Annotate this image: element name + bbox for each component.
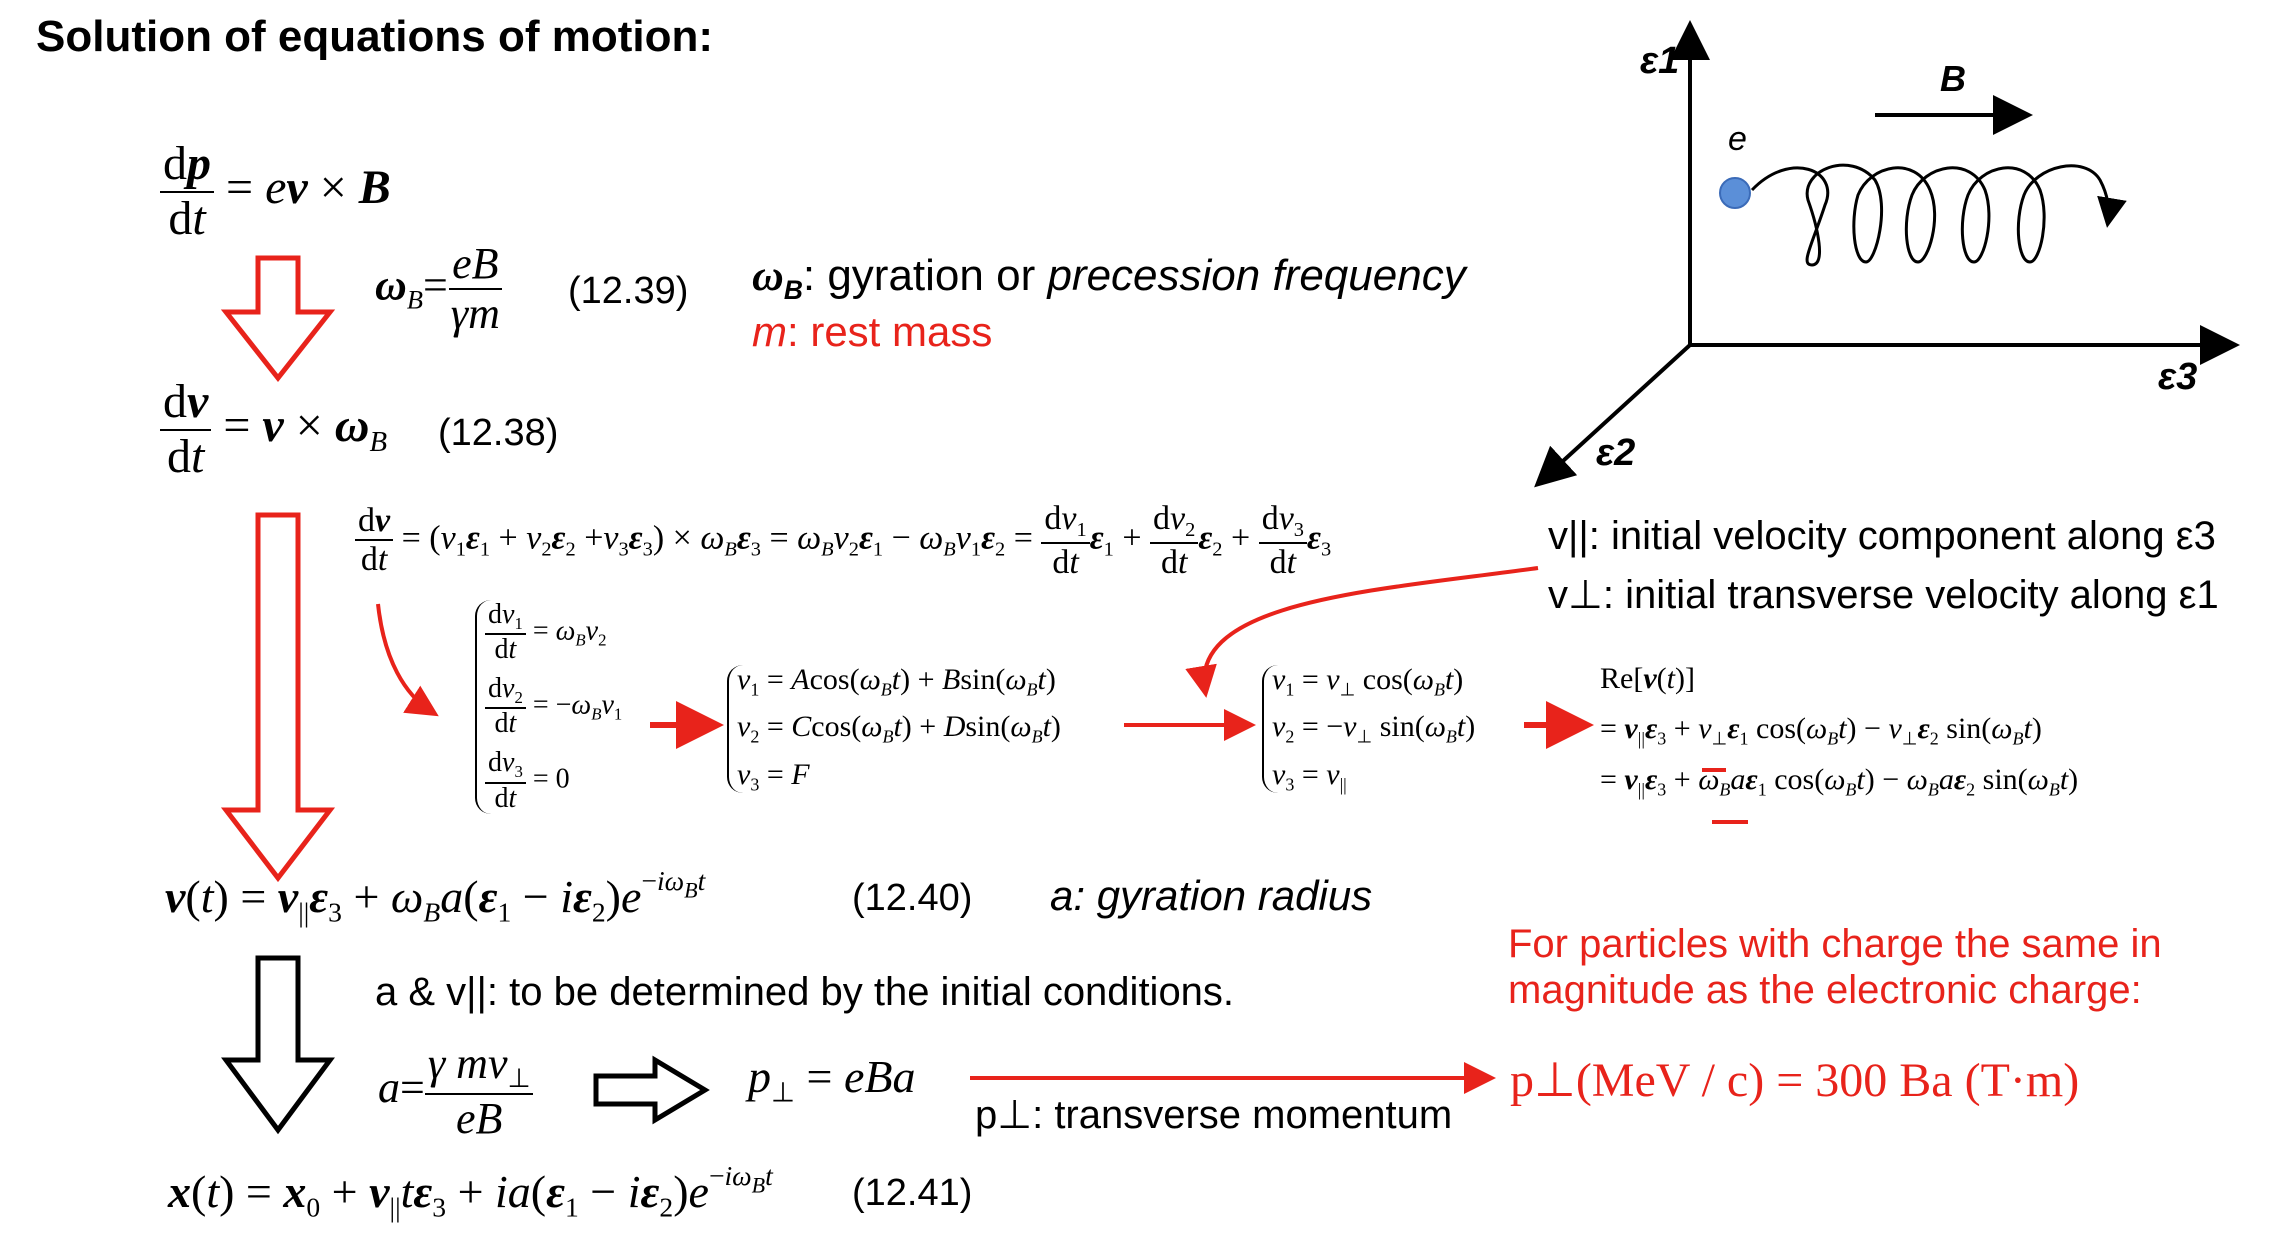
equation-transverse-momentum: p⊥ = eBa (748, 1051, 916, 1108)
particle-dot (1719, 177, 1751, 209)
equation-omega-b: ωB= eB γm (375, 239, 502, 339)
gyration-radius-note: a: gyration radius (1050, 872, 1373, 919)
page-title: Solution of equations of motion: (36, 12, 713, 61)
particle-label-e: e (1728, 120, 1747, 158)
black-flow-arrows (221, 955, 710, 1135)
axis-label-e3: ε3 (2158, 356, 2198, 398)
system-odes: dv1 dt = ωBv2 dv2 dt = −ωBv1 dv3 dt = 0 (475, 599, 622, 815)
rest-mass-note: m: rest mass (752, 308, 993, 355)
system-particular-solution: v1 = v⊥ cos(ωBt) v2 = −v⊥ sin(ωBt) v3 = … (1262, 664, 1475, 793)
charge-note-line-1: For particles with charge the same in (1508, 922, 2162, 966)
equation-gyration-radius: a= γ mv⊥ eB (378, 1039, 534, 1144)
equation-momentum: dp dt = ev × B (160, 137, 391, 246)
eq-number-12-38: (12.38) (438, 412, 559, 454)
real-part-solution: Re[v(t)] = v||ε3 + v⊥ε1 cos(ωBt) − v⊥ε2 … (1600, 662, 2079, 800)
equation-position: x(t) = x0 + v||tε3 + ia(ε1 − iε2)e−iωBt (168, 1160, 773, 1223)
red-flow-arrows (220, 255, 336, 883)
equation-velocity-derivative: dv dt = v × ωB (160, 375, 387, 484)
equation-momentum-units: p⊥(MeV / c) = 300 Ba (T·m) (1510, 1054, 2080, 1107)
red-small-arrows (376, 566, 1594, 1094)
eq-number-12-41: (12.41) (852, 1172, 973, 1214)
omega-note: ωB: gyration or precession frequency (752, 251, 1466, 306)
eq-number-12-39: (12.39) (568, 270, 689, 312)
v-perp-note: v⊥: initial transverse velocity along ε1 (1548, 573, 2219, 617)
field-label-b: B (1940, 58, 1966, 99)
equation-expansion: dv dt = (v1ε1 + v2ε2 +v3ε3) × ωBε3 = ωBv2… (355, 500, 1331, 581)
system-general-solution: v1 = Acos(ωBt) + Bsin(ωBt) v2 = Ccos(ωBt… (727, 664, 1061, 793)
initial-conditions-note: a & v||: to be determined by the initial… (375, 970, 1235, 1014)
axis-label-e2: ε2 (1596, 432, 1636, 474)
transverse-momentum-label: p⊥: transverse momentum (975, 1093, 1453, 1137)
helix-trajectory (1750, 163, 2127, 267)
charge-note-line-2: magnitude as the electronic charge: (1508, 968, 2142, 1012)
eq-number-12-40: (12.40) (852, 877, 973, 919)
red-underlines (1702, 768, 1748, 824)
coordinate-axes (1534, 20, 2240, 488)
equation-velocity-solution: v(t) = v||ε3 + ωBa(ε1 − iε2)e−iωBt (165, 865, 706, 928)
v-parallel-note: v||: initial velocity component along ε3 (1548, 514, 2216, 558)
